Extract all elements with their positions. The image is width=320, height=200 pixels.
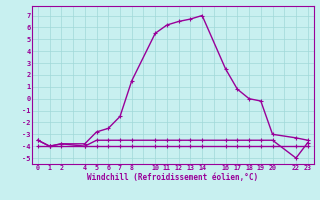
X-axis label: Windchill (Refroidissement éolien,°C): Windchill (Refroidissement éolien,°C) <box>87 173 258 182</box>
